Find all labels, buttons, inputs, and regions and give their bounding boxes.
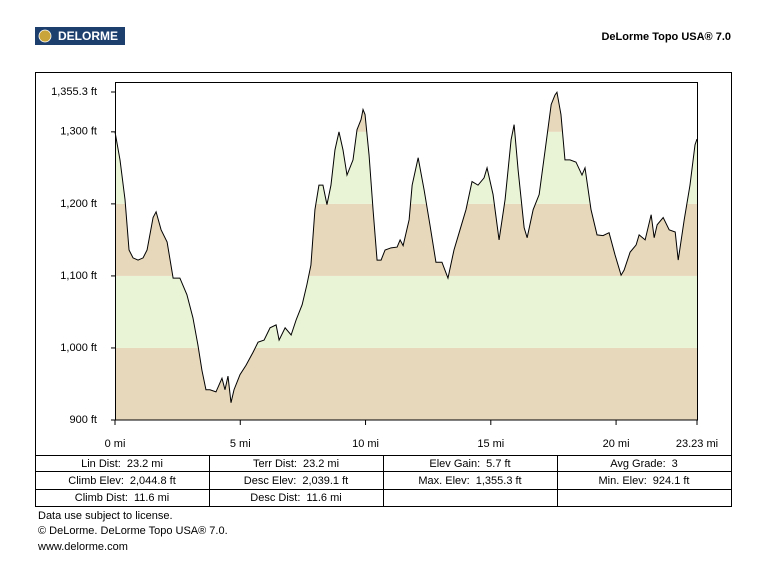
stat-label: Min. Elev: [599, 475, 647, 487]
stat-cell: Avg Grade: 3 [610, 458, 678, 470]
plot: 900 ft 1,000 ft 1,100 ft 1,200 ft 1,300 ft 1,… [51, 86, 718, 450]
stat-value: 924.1 ft [653, 475, 690, 487]
product-title: DeLorme Topo USA® 7.0 [601, 31, 731, 43]
stat-value: 2,039.1 ft [302, 475, 348, 487]
stat-cell: Desc Elev: 2,039.1 ft [244, 475, 348, 487]
logo-globe [38, 29, 52, 43]
stat-cell: Climb Elev: 2,044.8 ft [68, 475, 176, 487]
stat-label: Desc Dist: [250, 492, 300, 504]
stat-cell: Max. Elev: 1,355.3 ft [418, 475, 521, 487]
stat-value: 23.2 mi [127, 458, 163, 470]
stat-label: Climb Elev: [68, 475, 124, 487]
elevation-band [115, 347, 697, 420]
stats-table: Lin Dist: 23.2 mi Terr Dist: 23.2 mi Elev Ga… [35, 455, 731, 507]
stat-label: Lin Dist: [81, 458, 121, 470]
stat-value: 3 [672, 458, 678, 470]
footer-line: © DeLorme. DeLorme Topo USA® 7.0. [38, 525, 228, 537]
elevation-line [114, 90, 698, 403]
stat-cell: Terr Dist: 23.2 mi [253, 458, 339, 470]
stat-cell: Desc Dist: 11.6 mi [250, 492, 341, 504]
stat-value: 11.6 mi [306, 492, 341, 504]
elevation-band [115, 92, 697, 132]
stat-label: Desc Elev: [244, 475, 297, 487]
x-tick-label: 0 mi [105, 438, 126, 450]
footer-line: Data use subject to license. [38, 510, 173, 522]
stat-value: 23.2 mi [303, 458, 339, 470]
elevation-band [115, 275, 697, 348]
elevation-fill [115, 92, 697, 420]
x-tick-label: 10 mi [352, 438, 379, 450]
stat-cell: Lin Dist: 23.2 mi [81, 458, 163, 470]
stat-value: 5.7 ft [486, 458, 510, 470]
stat-cell: Elev Gain: 5.7 ft [429, 458, 510, 470]
stat-cell: Climb Dist: 11.6 mi [75, 492, 169, 504]
stat-label: Terr Dist: [253, 458, 297, 470]
y-tick-label: 1,355.3 ft [51, 86, 97, 98]
x-tick-label: 20 mi [603, 438, 630, 450]
y-tick-label: 1,200 ft [60, 198, 97, 210]
stat-value: 11.6 mi [134, 492, 169, 504]
stat-label: Elev Gain: [429, 458, 480, 470]
logo-box [35, 27, 125, 45]
elevation-band [115, 203, 697, 276]
x-tick-label: 5 mi [230, 438, 251, 450]
logo: DELORME [58, 29, 118, 43]
x-tick-label: 15 mi [477, 438, 504, 450]
y-tick-label: 1,100 ft [60, 270, 97, 282]
stat-value: 1,355.3 ft [476, 475, 522, 487]
stat-value: 2,044.8 ft [130, 475, 176, 487]
stat-label: Max. Elev: [418, 475, 469, 487]
stat-cell: Min. Elev: 924.1 ft [599, 475, 690, 487]
footer-line: www.delorme.com [37, 541, 128, 553]
y-tick-label: 1,000 ft [60, 342, 97, 354]
stat-label: Climb Dist: [75, 492, 128, 504]
y-tick-label: 1,300 ft [60, 126, 97, 138]
x-tick-label: 23.23 mi [676, 438, 718, 450]
plot-frame [115, 82, 698, 421]
stat-label: Avg Grade: [610, 458, 665, 470]
elevation-band [115, 131, 697, 204]
y-tick-label: 900 ft [69, 414, 97, 426]
